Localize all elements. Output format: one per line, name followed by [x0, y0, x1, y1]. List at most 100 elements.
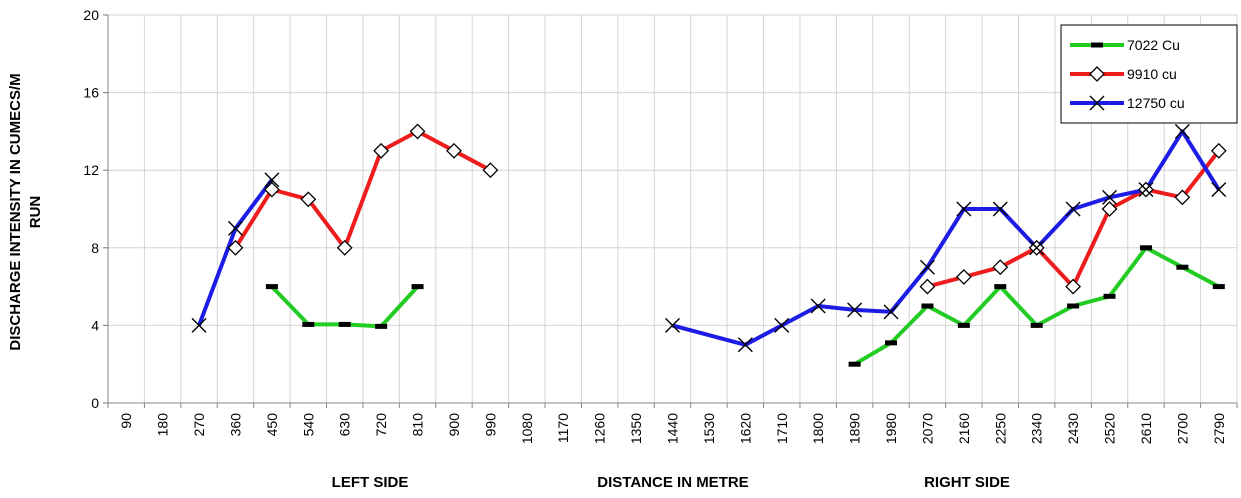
x-tick-label: 630 [337, 413, 353, 437]
x-tick-label: 540 [300, 413, 316, 437]
y-tick-label: 0 [91, 395, 99, 411]
data-point [265, 284, 278, 290]
x-tick-label: 2340 [1029, 413, 1045, 444]
data-point [955, 268, 972, 285]
legend-label: 9910 cu [1127, 66, 1177, 82]
data-point [336, 239, 353, 256]
x-tick-label: 1170 [555, 413, 571, 443]
data-point [227, 239, 244, 256]
data-point [446, 142, 462, 159]
data-point [848, 361, 861, 367]
data-point [409, 123, 426, 140]
data-point [1102, 189, 1118, 205]
x-tick-label: 1350 [628, 413, 644, 444]
data-point [1210, 142, 1227, 159]
y-tick-label: 12 [83, 162, 99, 178]
x-tick-label: 720 [373, 413, 389, 437]
series-line [926, 149, 1221, 289]
y-axis-title-line2: RUN [27, 196, 44, 229]
x-tick-label: 1530 [701, 413, 717, 444]
x-tick-label: 2700 [1174, 413, 1190, 444]
x-tick-label: 1890 [847, 413, 863, 444]
data-point [956, 201, 972, 217]
data-point [300, 191, 317, 208]
data-point [1065, 278, 1082, 295]
x-tick-label: 1980 [883, 413, 899, 444]
data-point [338, 321, 351, 327]
data-point [1138, 182, 1154, 198]
data-point [1139, 245, 1152, 251]
data-point [994, 284, 1007, 290]
data-point [1067, 303, 1080, 309]
x-tick-label: 2610 [1138, 413, 1154, 444]
data-point [1174, 123, 1190, 139]
x-tick-label: 2070 [919, 413, 935, 444]
x-tick-label: 180 [155, 413, 171, 437]
data-point [191, 317, 207, 333]
data-point [1089, 95, 1105, 111]
x-tick-labels: 90 180 270 360 450 540 630 720 810 900 990 1080 1170… [118, 413, 1227, 444]
data-point [1101, 201, 1118, 217]
data-point [373, 142, 390, 159]
data-point [1176, 264, 1189, 270]
series-line [270, 285, 420, 329]
data-point [227, 220, 243, 236]
data-point [375, 323, 388, 329]
data-point [921, 303, 934, 309]
y-tick-label: 16 [83, 85, 99, 101]
data-point [885, 340, 898, 346]
right-side-label: RIGHT SIDE [924, 474, 1010, 491]
x-tick-label: 1080 [519, 413, 535, 444]
data-point [302, 321, 315, 327]
data-point [957, 322, 970, 328]
left-side-label: LEFT SIDE [332, 474, 409, 491]
y-tick-label: 4 [91, 317, 99, 333]
grid-lines [108, 14, 1238, 403]
x-tick-label: 2250 [992, 413, 1008, 444]
x-tick-label: 1440 [665, 413, 681, 444]
y-tick-label: 8 [91, 240, 99, 256]
data-point [919, 259, 935, 275]
x-axis-title: DISTANCE IN METRE [597, 474, 748, 491]
data-point [1091, 42, 1103, 48]
x-tick-label: 2790 [1211, 413, 1227, 444]
data-point [847, 302, 863, 318]
x-tick-label: 2430 [1065, 413, 1081, 444]
legend-label: 7022 Cu [1127, 37, 1180, 53]
data-point [992, 201, 1008, 217]
data-point [264, 172, 280, 188]
x-tick-label: 360 [227, 413, 243, 437]
x-tick-label: 990 [482, 413, 498, 437]
x-tick-label: 2520 [1102, 413, 1118, 444]
axes [103, 14, 1238, 408]
x-tick-label: 1800 [810, 413, 826, 444]
x-tick-label: 1620 [737, 413, 753, 444]
data-point [665, 317, 680, 333]
data-point [1089, 66, 1105, 82]
data-point [1174, 189, 1191, 206]
x-tick-label: 90 [118, 413, 134, 429]
data-point [810, 298, 826, 314]
data-point [992, 259, 1009, 276]
data-point [1212, 284, 1225, 290]
x-tick-label: 810 [410, 413, 426, 437]
y-tick-labels: 0 4 8 12 16 20 [83, 7, 99, 411]
data-point [263, 181, 280, 198]
x-tick-label: 2160 [956, 413, 972, 444]
y-axis-title-line1: DISCHARGE INTENSITY IN CUMECS/M [7, 73, 24, 350]
data-point [1029, 240, 1045, 256]
data-point [1103, 293, 1116, 299]
x-tick-label: 450 [264, 413, 280, 437]
legend-label: 12750 cu [1127, 95, 1185, 111]
data-point [1211, 182, 1227, 198]
data-point [482, 162, 499, 179]
data-point [1065, 201, 1081, 217]
data-point [774, 317, 790, 333]
series-markers [191, 123, 1227, 367]
data-point [1030, 322, 1043, 328]
y-tick-label: 20 [83, 7, 99, 23]
data-point [883, 304, 899, 320]
x-tick-label: 1710 [774, 413, 790, 444]
x-tick-label: 270 [191, 413, 207, 437]
